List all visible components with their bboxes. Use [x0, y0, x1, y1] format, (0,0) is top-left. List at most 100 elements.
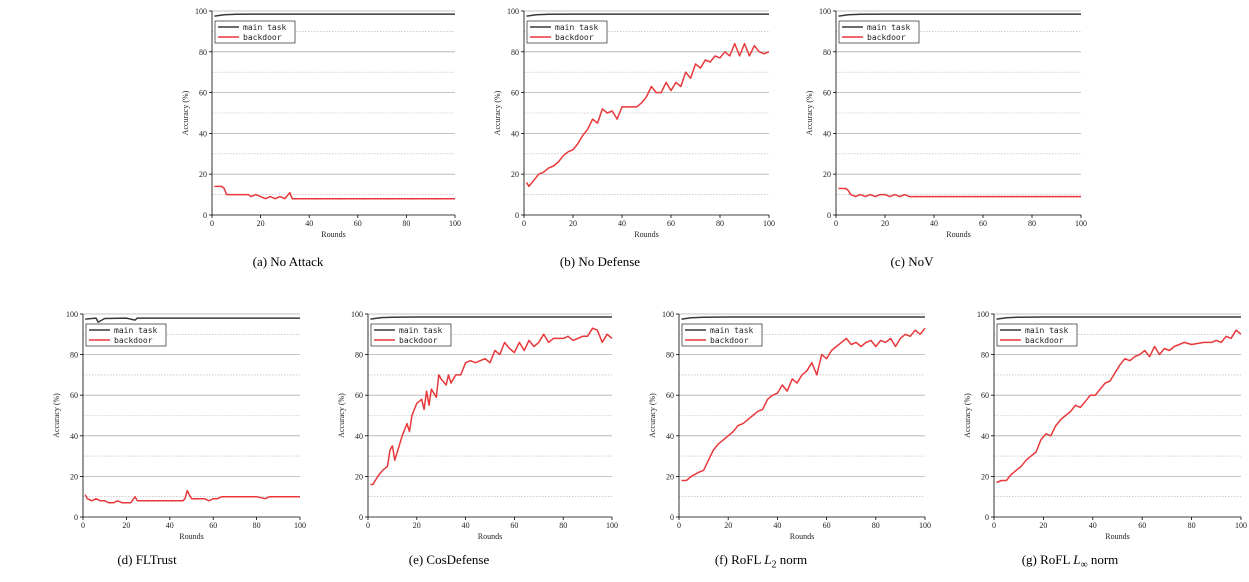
x-tick-label: 40	[618, 219, 626, 228]
y-tick-label: 40	[199, 129, 207, 138]
x-tick-label: 100	[1235, 521, 1247, 530]
y-axis-label: Accuracy (%)	[337, 393, 346, 438]
x-tick-label: 100	[919, 521, 931, 530]
series-line-main-task	[838, 13, 1081, 17]
x-tick-label: 40	[1089, 521, 1097, 530]
x-tick-label: 60	[510, 521, 518, 530]
y-tick-label: 20	[511, 170, 519, 179]
x-tick-label: 40	[773, 521, 781, 530]
x-tick-label: 40	[305, 219, 313, 228]
y-tick-label: 60	[981, 391, 989, 400]
x-tick-label: 80	[253, 521, 261, 530]
x-tick-label: 0	[677, 521, 681, 530]
x-tick-label: 100	[606, 521, 618, 530]
y-tick-label: 80	[511, 48, 519, 57]
legend-label: backdoor	[867, 33, 906, 42]
legend-label: backdoor	[243, 33, 282, 42]
y-tick-label: 80	[666, 351, 674, 360]
x-tick-label: 20	[257, 219, 265, 228]
x-tick-label: 20	[1039, 521, 1047, 530]
x-tick-label: 0	[210, 219, 214, 228]
y-tick-label: 80	[355, 351, 363, 360]
y-axis-label: Accuracy (%)	[805, 90, 814, 135]
x-tick-label: 40	[930, 219, 938, 228]
x-tick-label: 40	[166, 521, 174, 530]
x-axis-label: Rounds	[634, 230, 658, 239]
series-line-main-task	[996, 316, 1241, 320]
y-tick-label: 100	[819, 7, 831, 16]
x-axis-label: Rounds	[790, 532, 814, 541]
y-tick-label: 20	[823, 170, 831, 179]
y-tick-label: 100	[195, 7, 207, 16]
series-line-backdoor	[84, 489, 300, 504]
y-tick-label: 60	[70, 391, 78, 400]
x-tick-label: 0	[81, 521, 85, 530]
series-line-main-task	[526, 13, 769, 17]
chart-panel-6: 0 20 40 60 80 100 0 20 40 60 80 100 Rounds Accuracy (…	[643, 310, 931, 545]
chart-panel-5: 0 20 40 60 80 100 0 20 40 60 80 100 Rounds Accuracy (…	[332, 310, 618, 545]
x-tick-label: 60	[1138, 521, 1146, 530]
legend-label: main task	[867, 23, 911, 32]
x-tick-label: 80	[1188, 521, 1196, 530]
y-tick-label: 60	[823, 89, 831, 98]
y-axis-label: Accuracy (%)	[493, 90, 502, 135]
legend-label: backdoor	[710, 336, 749, 345]
legend-label: backdoor	[399, 336, 438, 345]
y-tick-label: 0	[203, 211, 207, 220]
y-tick-label: 20	[666, 472, 674, 481]
y-tick-label: 80	[70, 351, 78, 360]
y-tick-label: 40	[511, 129, 519, 138]
chart-svg: 0 20 40 60 80 100 0 20 40 60 80 100 Rounds Accuracy (…	[337, 310, 618, 541]
y-tick-label: 20	[355, 472, 363, 481]
y-axis-label: Accuracy (%)	[963, 393, 972, 438]
x-tick-label: 0	[834, 219, 838, 228]
x-tick-label: 80	[402, 219, 410, 228]
y-tick-label: 40	[70, 432, 78, 441]
legend-label: backdoor	[555, 33, 594, 42]
x-axis-label: Rounds	[478, 532, 502, 541]
legend-label: backdoor	[1025, 336, 1064, 345]
x-tick-label: 100	[763, 219, 775, 228]
chart-svg: 0 20 40 60 80 100 0 20 40 60 80 100 Rounds Accuracy (…	[648, 310, 931, 541]
chart-svg: 0 20 40 60 80 100 0 20 40 60 80 100 Rounds Accuracy (…	[52, 310, 306, 541]
series-line-backdoor	[370, 327, 613, 486]
y-tick-label: 100	[507, 7, 519, 16]
legend-label: main task	[1025, 326, 1069, 335]
y-tick-label: 0	[515, 211, 519, 220]
y-tick-label: 0	[670, 513, 674, 522]
x-tick-label: 60	[979, 219, 987, 228]
x-tick-label: 0	[522, 219, 526, 228]
x-tick-label: 60	[667, 219, 675, 228]
chart-caption: (d) FLTrust	[117, 552, 177, 567]
y-tick-label: 20	[981, 472, 989, 481]
x-tick-label: 20	[122, 521, 130, 530]
chart-caption: (e) CosDefense	[408, 552, 490, 567]
x-tick-label: 20	[569, 219, 577, 228]
chart-svg: 0 20 40 60 80 100 0 20 40 60 80 100 Rounds Accuracy (…	[963, 310, 1247, 541]
series-line-backdoor	[838, 187, 1081, 198]
legend-label: main task	[114, 326, 158, 335]
y-tick-label: 0	[359, 513, 363, 522]
chart-svg: 0 20 40 60 80 100 0 20 40 60 80 100 Rounds Accuracy (…	[805, 7, 1087, 239]
x-tick-label: 80	[872, 521, 880, 530]
y-tick-label: 40	[823, 129, 831, 138]
chart-panel-2: 0 20 40 60 80 100 0 20 40 60 80 100 Rounds Accuracy (…	[488, 7, 775, 243]
x-tick-label: 40	[462, 521, 470, 530]
chart-caption: (a) No Attack	[252, 254, 324, 269]
series-line-backdoor	[681, 327, 926, 482]
series-line-backdoor	[996, 329, 1242, 484]
y-tick-label: 80	[981, 351, 989, 360]
series-line-backdoor	[214, 185, 455, 200]
y-tick-label: 60	[666, 391, 674, 400]
legend-label: main task	[399, 326, 443, 335]
y-tick-label: 40	[666, 432, 674, 441]
y-tick-label: 60	[511, 89, 519, 98]
legend-label: main task	[555, 23, 599, 32]
y-axis-label: Accuracy (%)	[648, 393, 657, 438]
x-axis-label: Rounds	[1105, 532, 1129, 541]
